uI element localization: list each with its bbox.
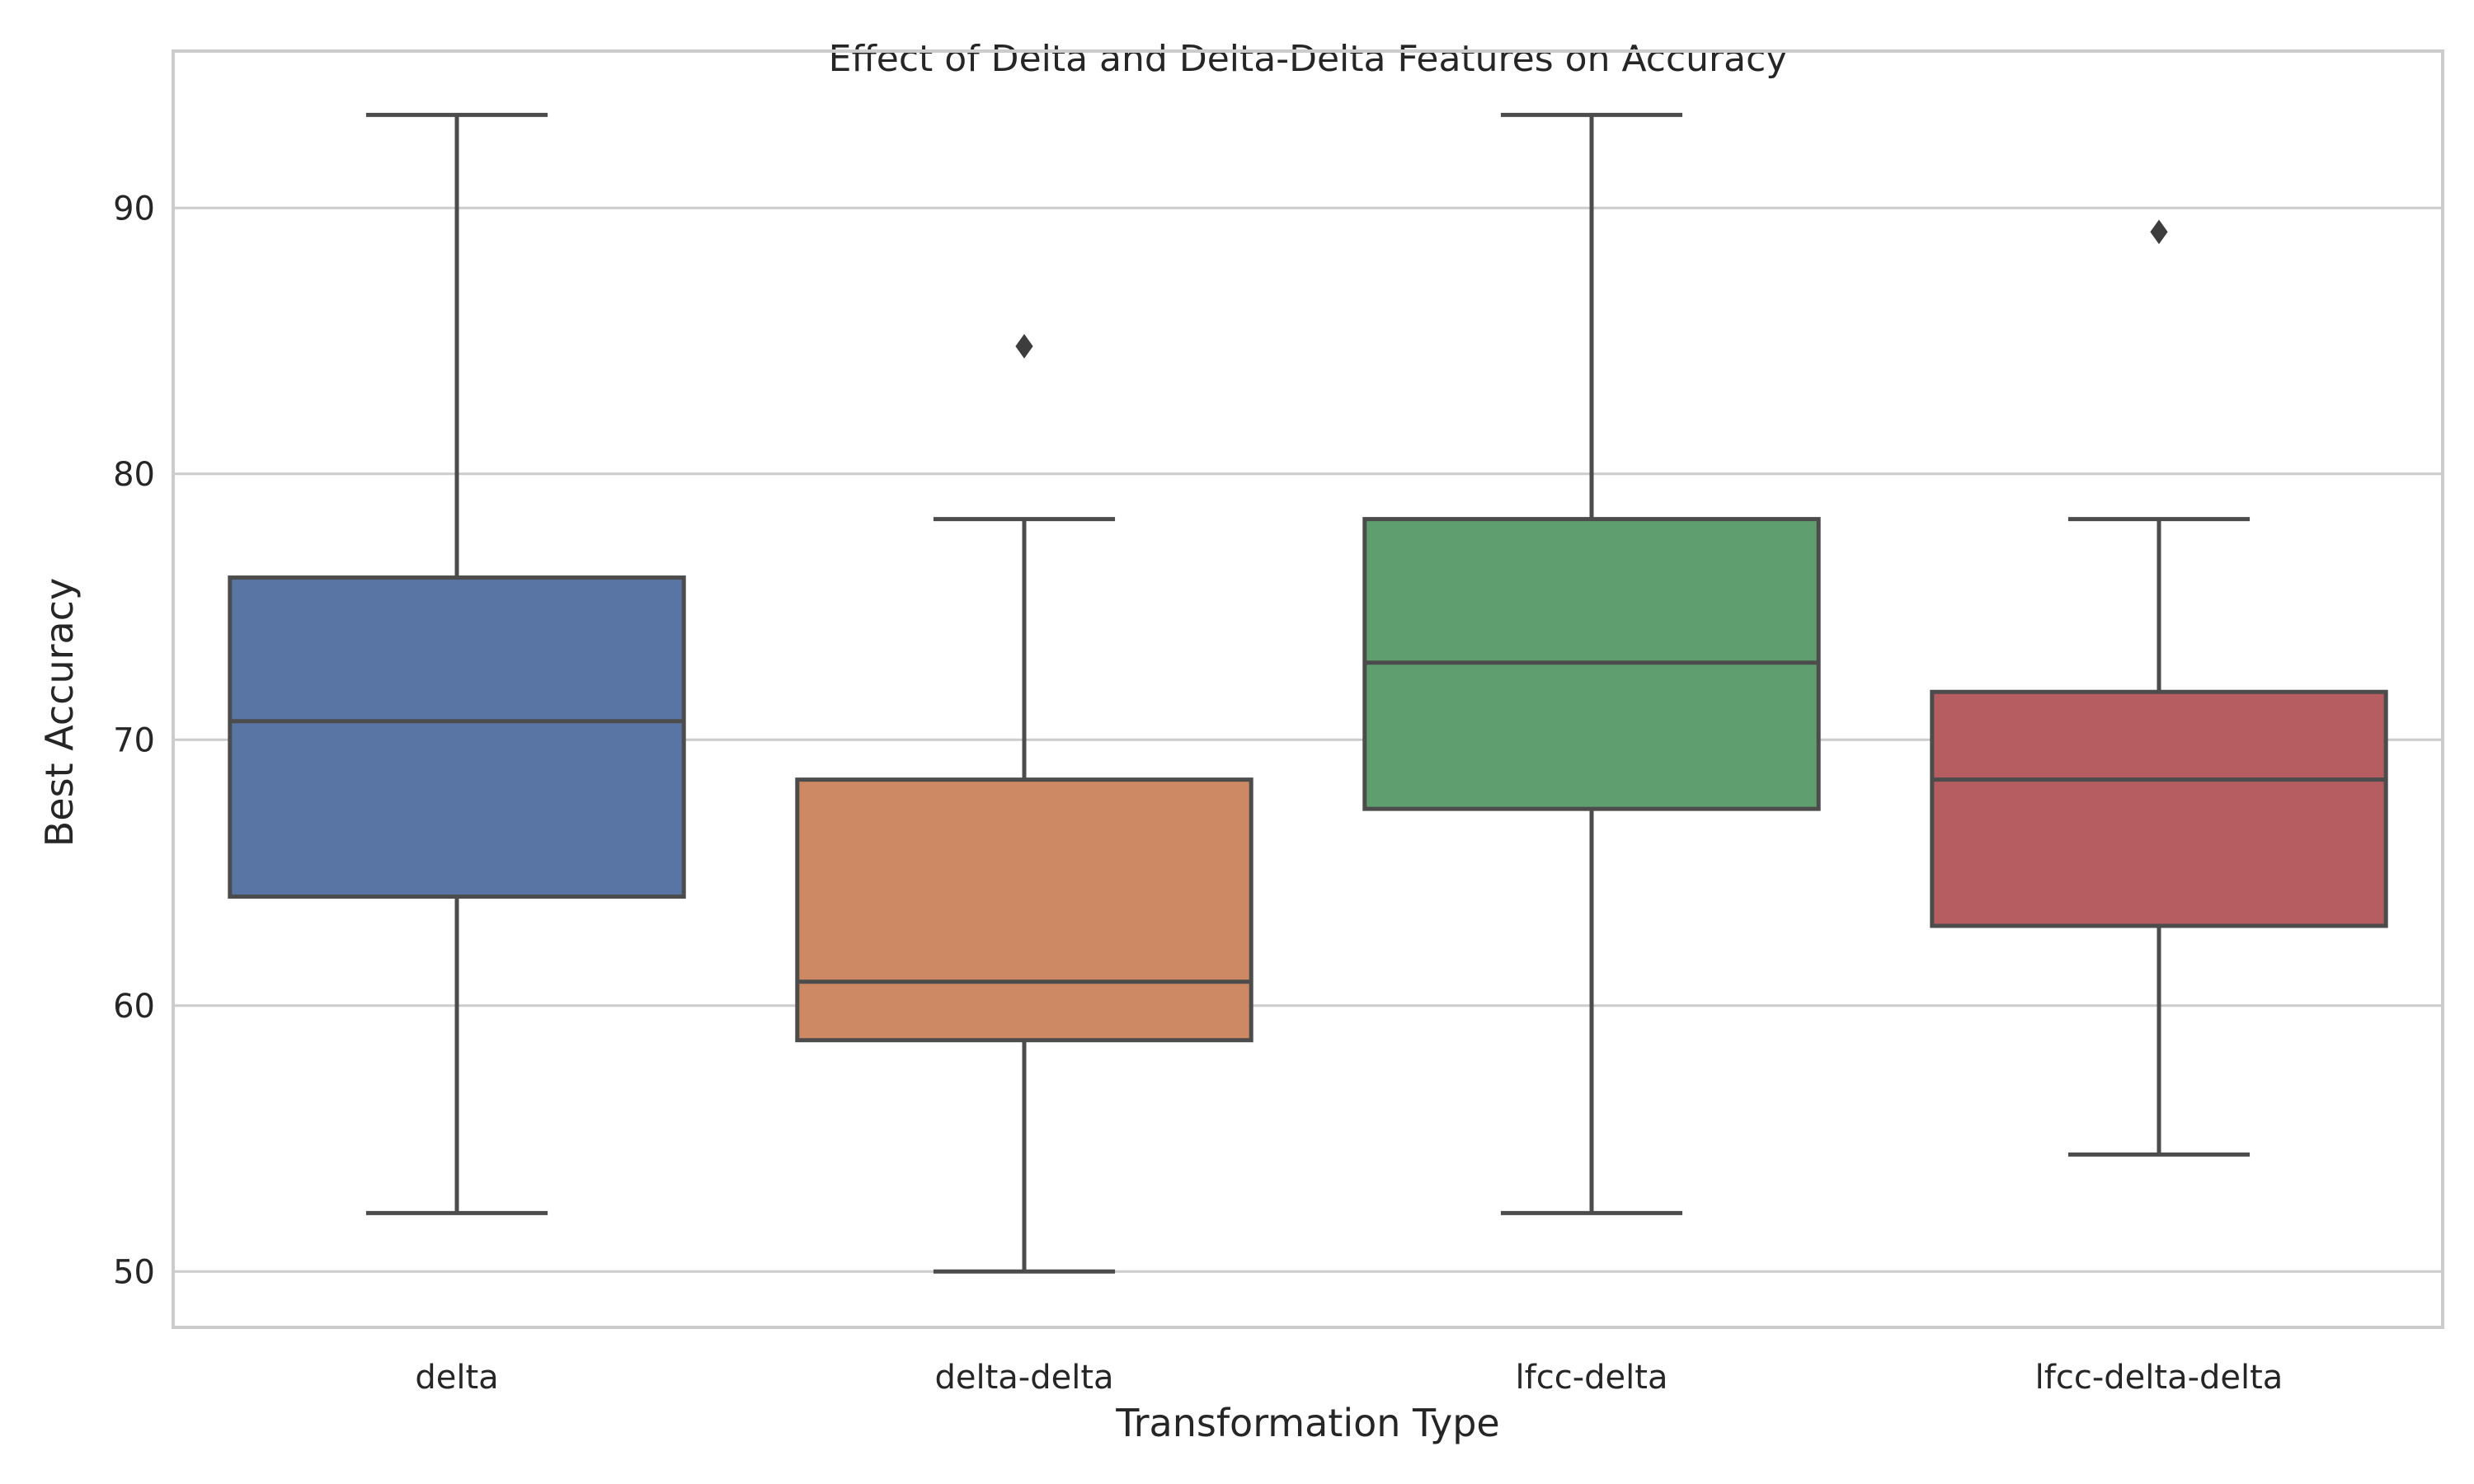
box-iqr xyxy=(228,575,686,899)
outlier-point xyxy=(2150,219,2168,245)
box-group-delta-delta xyxy=(795,334,1253,1274)
box-series xyxy=(228,112,2388,1274)
plot-frame xyxy=(172,49,2444,1329)
y-axis-ticks: 50 60 70 80 90 xyxy=(113,190,155,1291)
y-tick-label: 90 xyxy=(113,190,155,228)
box-iqr xyxy=(795,777,1253,1043)
chart-title: Effect of Delta and Delta-Delta Features… xyxy=(829,38,1788,80)
x-axis-label: Transformation Type xyxy=(1115,1401,1499,1445)
y-tick-label: 80 xyxy=(113,456,155,494)
outlier-point xyxy=(1015,334,1033,359)
y-axis-label: Best Accuracy xyxy=(37,578,82,848)
x-tick-label: delta xyxy=(415,1359,498,1397)
y-tick-label: 70 xyxy=(113,721,155,759)
y-tick-label: 50 xyxy=(113,1253,155,1291)
box-group-lfcc-delta xyxy=(1362,112,1821,1215)
box-iqr xyxy=(1930,689,2388,928)
box-group-lfcc-delta-delta xyxy=(1930,219,2388,1157)
x-axis-ticks: delta delta-delta lfcc-delta lfcc-delta-del… xyxy=(415,1359,2283,1397)
x-tick-label: lfcc-delta-delta xyxy=(2035,1359,2284,1397)
box-group-delta xyxy=(228,112,686,1215)
y-tick-label: 60 xyxy=(113,988,155,1026)
x-tick-label: delta-delta xyxy=(934,1359,1113,1397)
x-tick-label: lfcc-delta xyxy=(1516,1359,1668,1397)
